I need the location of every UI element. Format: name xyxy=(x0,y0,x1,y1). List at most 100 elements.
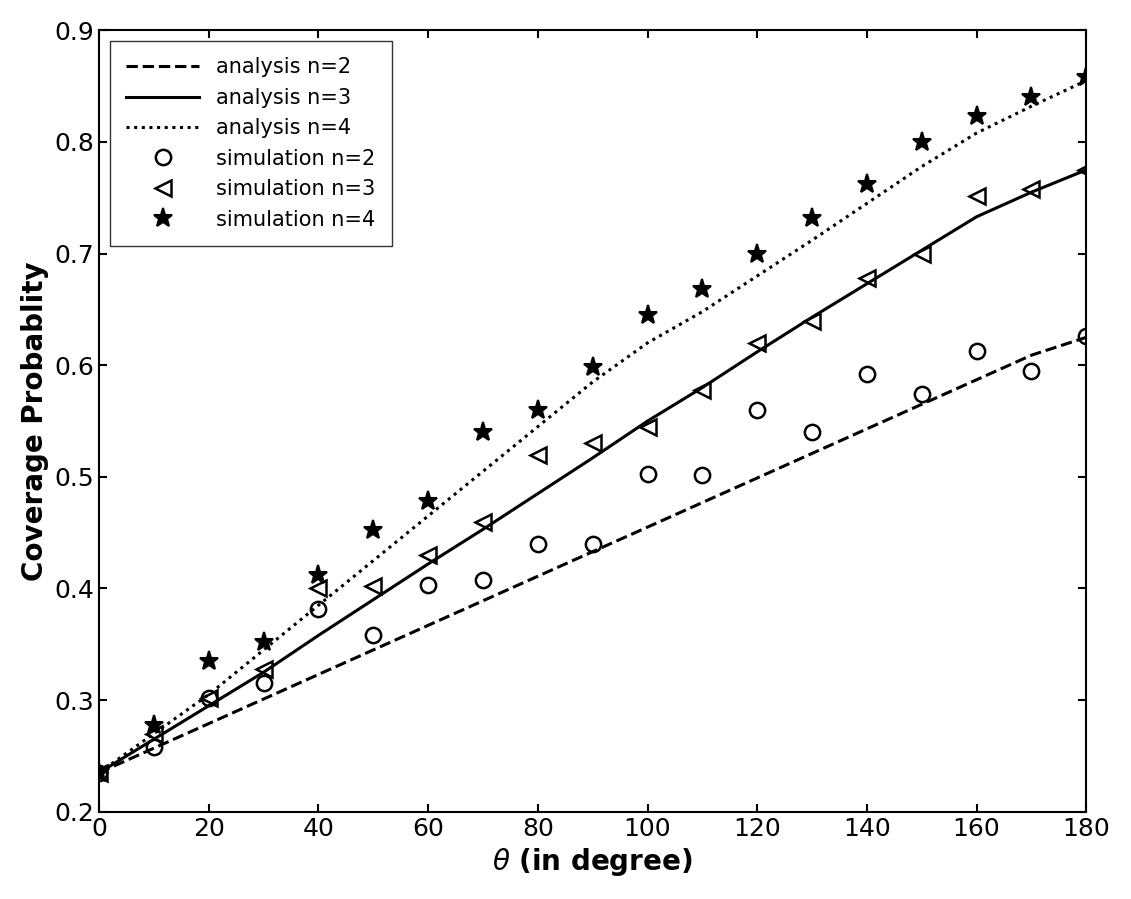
simulation n=4 xyxy=(147,719,161,730)
analysis n=2 xyxy=(422,620,435,631)
simulation n=4 xyxy=(532,405,545,415)
simulation n=4 xyxy=(1079,72,1093,83)
analysis n=2 xyxy=(93,767,106,778)
simulation n=2 xyxy=(257,678,270,689)
analysis n=4 xyxy=(641,337,655,348)
analysis n=2 xyxy=(147,743,161,753)
analysis n=4 xyxy=(257,645,270,655)
simulation n=2 xyxy=(1025,365,1038,376)
simulation n=2 xyxy=(202,692,216,703)
analysis n=2 xyxy=(366,645,380,655)
simulation n=4 xyxy=(257,636,270,647)
simulation n=3 xyxy=(969,191,983,201)
analysis n=4 xyxy=(805,235,819,245)
simulation n=3 xyxy=(915,248,929,259)
simulation n=3 xyxy=(202,692,216,703)
simulation n=2 xyxy=(1079,331,1093,342)
analysis n=4 xyxy=(532,422,545,432)
analysis n=2 xyxy=(1079,332,1093,343)
simulation n=4 xyxy=(915,137,929,147)
simulation n=4 xyxy=(696,284,709,295)
Y-axis label: Coverage Probablity: Coverage Probablity xyxy=(20,262,49,581)
analysis n=4 xyxy=(147,728,161,739)
simulation n=4 xyxy=(312,570,326,581)
simulation n=2 xyxy=(312,603,326,614)
simulation n=2 xyxy=(805,427,819,438)
analysis n=3 xyxy=(532,488,545,499)
analysis n=4 xyxy=(1079,76,1093,86)
analysis n=3 xyxy=(969,211,983,222)
simulation n=4 xyxy=(202,655,216,666)
simulation n=3 xyxy=(257,663,270,674)
simulation n=2 xyxy=(366,630,380,641)
simulation n=3 xyxy=(147,728,161,739)
analysis n=4 xyxy=(915,161,929,172)
analysis n=2 xyxy=(532,571,545,582)
analysis n=4 xyxy=(861,198,874,209)
simulation n=2 xyxy=(422,580,435,591)
analysis n=2 xyxy=(696,497,709,508)
simulation n=3 xyxy=(422,549,435,560)
analysis n=4 xyxy=(696,307,709,317)
analysis n=4 xyxy=(1025,101,1038,111)
analysis n=2 xyxy=(641,521,655,532)
analysis n=2 xyxy=(476,595,490,606)
analysis n=2 xyxy=(969,374,983,385)
analysis n=3 xyxy=(1079,165,1093,175)
analysis n=3 xyxy=(915,245,929,255)
analysis n=4 xyxy=(422,511,435,521)
analysis n=4 xyxy=(312,600,326,610)
X-axis label: $\theta$ (in degree): $\theta$ (in degree) xyxy=(492,846,693,878)
simulation n=3 xyxy=(586,438,599,449)
analysis n=2 xyxy=(312,669,326,680)
analysis n=3 xyxy=(476,524,490,535)
analysis n=3 xyxy=(1025,187,1038,198)
simulation n=2 xyxy=(861,369,874,379)
simulation n=2 xyxy=(532,539,545,549)
Legend: analysis n=2, analysis n=3, analysis n=4, simulation n=2, simulation n=3, simula: analysis n=2, analysis n=3, analysis n=4… xyxy=(110,40,391,246)
simulation n=3 xyxy=(312,583,326,594)
analysis n=2 xyxy=(861,423,874,434)
simulation n=2 xyxy=(641,468,655,479)
analysis n=4 xyxy=(93,767,106,778)
analysis n=3 xyxy=(696,382,709,393)
simulation n=2 xyxy=(969,345,983,356)
analysis n=4 xyxy=(969,128,983,138)
simulation n=4 xyxy=(1025,92,1038,102)
analysis n=3 xyxy=(366,594,380,605)
simulation n=4 xyxy=(586,362,599,373)
simulation n=3 xyxy=(93,767,106,778)
analysis n=3 xyxy=(312,630,326,641)
analysis n=4 xyxy=(476,466,490,476)
analysis n=3 xyxy=(422,558,435,569)
simulation n=3 xyxy=(751,337,765,348)
simulation n=2 xyxy=(915,389,929,400)
analysis n=3 xyxy=(93,767,106,778)
simulation n=2 xyxy=(751,405,765,415)
simulation n=3 xyxy=(696,385,709,396)
analysis n=2 xyxy=(915,399,929,410)
analysis n=2 xyxy=(805,448,819,458)
analysis n=4 xyxy=(586,377,599,387)
simulation n=3 xyxy=(532,450,545,460)
simulation n=2 xyxy=(696,469,709,480)
simulation n=4 xyxy=(366,525,380,536)
simulation n=2 xyxy=(586,539,599,549)
Line: simulation n=4: simulation n=4 xyxy=(89,67,1096,782)
analysis n=4 xyxy=(366,556,380,566)
analysis n=4 xyxy=(202,690,216,700)
simulation n=4 xyxy=(641,309,655,320)
simulation n=3 xyxy=(366,581,380,592)
analysis n=2 xyxy=(1025,350,1038,360)
simulation n=3 xyxy=(1079,165,1093,175)
simulation n=4 xyxy=(861,179,874,190)
simulation n=2 xyxy=(147,742,161,752)
analysis n=2 xyxy=(751,473,765,484)
analysis n=3 xyxy=(861,279,874,289)
analysis n=2 xyxy=(586,547,599,557)
Line: simulation n=2: simulation n=2 xyxy=(92,328,1094,780)
simulation n=2 xyxy=(93,767,106,778)
analysis n=2 xyxy=(202,718,216,729)
analysis n=3 xyxy=(257,667,270,678)
Line: simulation n=3: simulation n=3 xyxy=(92,162,1094,780)
